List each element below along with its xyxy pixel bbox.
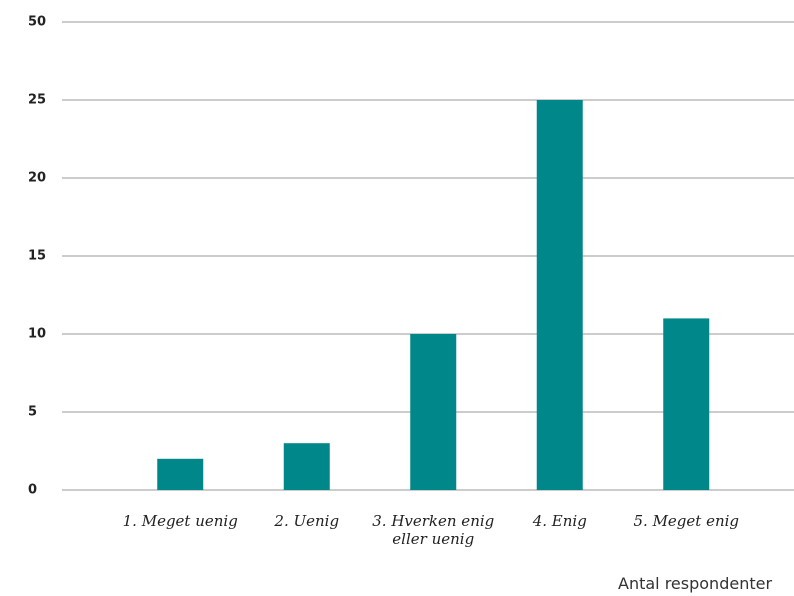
bar [410,334,457,490]
x-tick-label: 5. Meget enig [633,512,740,530]
y-tick-label: 50 [28,15,46,30]
y-tick-label: 20 [28,171,46,186]
bar [663,318,710,490]
bar [283,443,330,490]
y-tick-label: 25 [28,93,46,108]
y-tick-label: 15 [28,249,46,264]
bar [157,458,204,490]
x-tick-label: 1. Meget uenig [122,512,238,530]
y-tick-label: 10 [28,327,46,342]
y-tick-label: 0 [28,483,37,498]
x-tick-label: 3. Hverken enig eller uenig [372,512,495,548]
x-tick-label: 2. Uenig [274,512,340,530]
x-tick-label: 4. Enig [532,512,587,530]
bar [536,100,583,490]
y-tick-label: 5 [28,405,37,420]
axis-note: Antal respondenter [618,574,773,593]
